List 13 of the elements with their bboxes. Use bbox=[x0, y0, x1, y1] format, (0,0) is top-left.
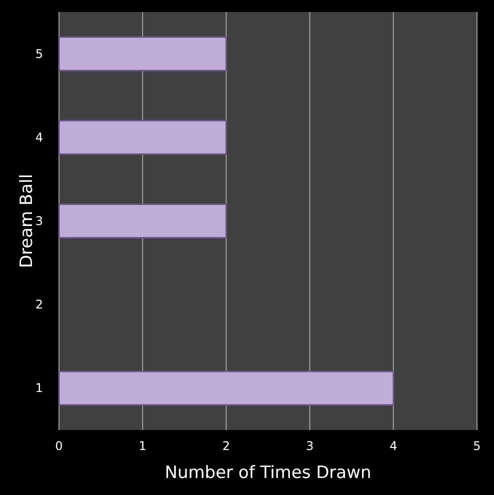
x-tick-label: 5 bbox=[473, 439, 481, 453]
y-tick-label: 2 bbox=[35, 298, 43, 312]
x-axis-title: Number of Times Drawn bbox=[164, 463, 372, 483]
x-tick-label: 1 bbox=[138, 439, 146, 453]
x-tick-label: 2 bbox=[222, 439, 230, 453]
y-tick-label: 5 bbox=[35, 46, 43, 61]
x-tick-label: 4 bbox=[390, 439, 398, 453]
x-tick-label: 3 bbox=[306, 439, 314, 453]
y-tick-label: 4 bbox=[35, 130, 43, 144]
y-tick-label: 1 bbox=[35, 381, 43, 396]
y-tick-label: 3 bbox=[35, 214, 43, 228]
y-axis-title: Dream Ball bbox=[17, 174, 37, 268]
x-tick-label: 0 bbox=[55, 439, 63, 453]
